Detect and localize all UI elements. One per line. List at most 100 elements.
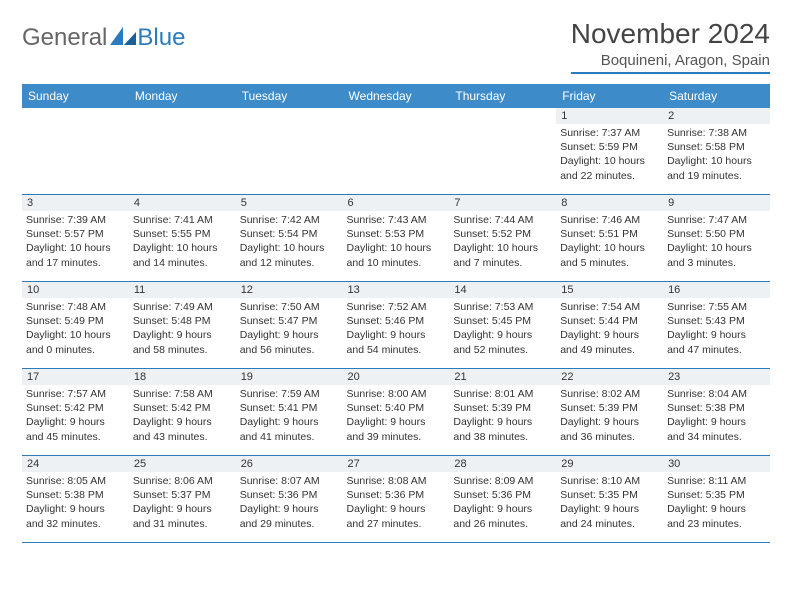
calendar-cell: 18Sunrise: 7:58 AMSunset: 5:42 PMDayligh… bbox=[129, 369, 236, 456]
calendar-cell: 12Sunrise: 7:50 AMSunset: 5:47 PMDayligh… bbox=[236, 282, 343, 369]
day-number: 15 bbox=[556, 282, 663, 298]
weekday-header: Sunday bbox=[22, 84, 129, 108]
weekday-header: Tuesday bbox=[236, 84, 343, 108]
calendar-cell: 1Sunrise: 7:37 AMSunset: 5:59 PMDaylight… bbox=[556, 108, 663, 195]
day-number: 17 bbox=[22, 369, 129, 385]
day-number: 8 bbox=[556, 195, 663, 211]
day-details: Sunrise: 7:52 AMSunset: 5:46 PMDaylight:… bbox=[343, 298, 450, 361]
calendar-cell bbox=[22, 108, 129, 195]
day-details: Sunrise: 8:01 AMSunset: 5:39 PMDaylight:… bbox=[449, 385, 556, 448]
calendar-cell: 11Sunrise: 7:49 AMSunset: 5:48 PMDayligh… bbox=[129, 282, 236, 369]
calendar-cell bbox=[343, 108, 450, 195]
calendar-cell: 10Sunrise: 7:48 AMSunset: 5:49 PMDayligh… bbox=[22, 282, 129, 369]
day-details: Sunrise: 8:00 AMSunset: 5:40 PMDaylight:… bbox=[343, 385, 450, 448]
day-number: 21 bbox=[449, 369, 556, 385]
day-details: Sunrise: 7:37 AMSunset: 5:59 PMDaylight:… bbox=[556, 124, 663, 187]
calendar-cell: 19Sunrise: 7:59 AMSunset: 5:41 PMDayligh… bbox=[236, 369, 343, 456]
calendar-cell: 27Sunrise: 8:08 AMSunset: 5:36 PMDayligh… bbox=[343, 456, 450, 543]
day-details: Sunrise: 8:02 AMSunset: 5:39 PMDaylight:… bbox=[556, 385, 663, 448]
calendar-row: 17Sunrise: 7:57 AMSunset: 5:42 PMDayligh… bbox=[22, 369, 770, 456]
day-number: 5 bbox=[236, 195, 343, 211]
calendar-cell: 21Sunrise: 8:01 AMSunset: 5:39 PMDayligh… bbox=[449, 369, 556, 456]
calendar-cell: 4Sunrise: 7:41 AMSunset: 5:55 PMDaylight… bbox=[129, 195, 236, 282]
day-number: 23 bbox=[663, 369, 770, 385]
day-details: Sunrise: 7:58 AMSunset: 5:42 PMDaylight:… bbox=[129, 385, 236, 448]
calendar-cell: 13Sunrise: 7:52 AMSunset: 5:46 PMDayligh… bbox=[343, 282, 450, 369]
title-block: November 2024 Boquineni, Aragon, Spain bbox=[571, 18, 770, 74]
day-number: 26 bbox=[236, 456, 343, 472]
calendar-cell: 20Sunrise: 8:00 AMSunset: 5:40 PMDayligh… bbox=[343, 369, 450, 456]
sail-icon bbox=[110, 27, 136, 45]
day-details: Sunrise: 7:49 AMSunset: 5:48 PMDaylight:… bbox=[129, 298, 236, 361]
weekday-header: Friday bbox=[556, 84, 663, 108]
calendar-cell: 16Sunrise: 7:55 AMSunset: 5:43 PMDayligh… bbox=[663, 282, 770, 369]
calendar-cell: 23Sunrise: 8:04 AMSunset: 5:38 PMDayligh… bbox=[663, 369, 770, 456]
day-details: Sunrise: 7:43 AMSunset: 5:53 PMDaylight:… bbox=[343, 211, 450, 274]
day-details: Sunrise: 7:41 AMSunset: 5:55 PMDaylight:… bbox=[129, 211, 236, 274]
day-number: 12 bbox=[236, 282, 343, 298]
weekday-header: Monday bbox=[129, 84, 236, 108]
day-details: Sunrise: 7:44 AMSunset: 5:52 PMDaylight:… bbox=[449, 211, 556, 274]
day-details: Sunrise: 7:46 AMSunset: 5:51 PMDaylight:… bbox=[556, 211, 663, 274]
calendar-cell: 17Sunrise: 7:57 AMSunset: 5:42 PMDayligh… bbox=[22, 369, 129, 456]
calendar-cell: 29Sunrise: 8:10 AMSunset: 5:35 PMDayligh… bbox=[556, 456, 663, 543]
calendar-cell bbox=[449, 108, 556, 195]
day-number: 2 bbox=[663, 108, 770, 124]
calendar-cell: 6Sunrise: 7:43 AMSunset: 5:53 PMDaylight… bbox=[343, 195, 450, 282]
calendar-cell: 14Sunrise: 7:53 AMSunset: 5:45 PMDayligh… bbox=[449, 282, 556, 369]
day-number: 16 bbox=[663, 282, 770, 298]
day-number: 11 bbox=[129, 282, 236, 298]
calendar-cell: 28Sunrise: 8:09 AMSunset: 5:36 PMDayligh… bbox=[449, 456, 556, 543]
day-number: 19 bbox=[236, 369, 343, 385]
calendar-cell: 30Sunrise: 8:11 AMSunset: 5:35 PMDayligh… bbox=[663, 456, 770, 543]
calendar-cell bbox=[129, 108, 236, 195]
day-number: 3 bbox=[22, 195, 129, 211]
day-details: Sunrise: 7:59 AMSunset: 5:41 PMDaylight:… bbox=[236, 385, 343, 448]
day-number: 20 bbox=[343, 369, 450, 385]
brand-part1: General bbox=[22, 24, 107, 52]
day-details: Sunrise: 8:11 AMSunset: 5:35 PMDaylight:… bbox=[663, 472, 770, 535]
weekday-header: Wednesday bbox=[343, 84, 450, 108]
calendar-cell: 26Sunrise: 8:07 AMSunset: 5:36 PMDayligh… bbox=[236, 456, 343, 543]
day-number: 27 bbox=[343, 456, 450, 472]
calendar-cell: 24Sunrise: 8:05 AMSunset: 5:38 PMDayligh… bbox=[22, 456, 129, 543]
day-details: Sunrise: 7:50 AMSunset: 5:47 PMDaylight:… bbox=[236, 298, 343, 361]
day-details: Sunrise: 8:09 AMSunset: 5:36 PMDaylight:… bbox=[449, 472, 556, 535]
calendar-row: 1Sunrise: 7:37 AMSunset: 5:59 PMDaylight… bbox=[22, 108, 770, 195]
day-details: Sunrise: 7:42 AMSunset: 5:54 PMDaylight:… bbox=[236, 211, 343, 274]
day-number: 1 bbox=[556, 108, 663, 124]
location-text: Boquineni, Aragon, Spain bbox=[571, 52, 770, 74]
weekday-header: Thursday bbox=[449, 84, 556, 108]
day-number: 14 bbox=[449, 282, 556, 298]
brand-part2: Blue bbox=[137, 24, 185, 52]
day-details: Sunrise: 7:55 AMSunset: 5:43 PMDaylight:… bbox=[663, 298, 770, 361]
day-details: Sunrise: 8:07 AMSunset: 5:36 PMDaylight:… bbox=[236, 472, 343, 535]
calendar-table: SundayMondayTuesdayWednesdayThursdayFrid… bbox=[22, 84, 770, 543]
calendar-cell: 5Sunrise: 7:42 AMSunset: 5:54 PMDaylight… bbox=[236, 195, 343, 282]
calendar-row: 10Sunrise: 7:48 AMSunset: 5:49 PMDayligh… bbox=[22, 282, 770, 369]
day-details: Sunrise: 7:39 AMSunset: 5:57 PMDaylight:… bbox=[22, 211, 129, 274]
brand-logo: General Blue bbox=[22, 24, 185, 52]
day-number: 18 bbox=[129, 369, 236, 385]
day-details: Sunrise: 8:10 AMSunset: 5:35 PMDaylight:… bbox=[556, 472, 663, 535]
day-details: Sunrise: 7:54 AMSunset: 5:44 PMDaylight:… bbox=[556, 298, 663, 361]
day-number: 9 bbox=[663, 195, 770, 211]
calendar-cell: 7Sunrise: 7:44 AMSunset: 5:52 PMDaylight… bbox=[449, 195, 556, 282]
day-number: 4 bbox=[129, 195, 236, 211]
day-details: Sunrise: 8:06 AMSunset: 5:37 PMDaylight:… bbox=[129, 472, 236, 535]
calendar-cell: 22Sunrise: 8:02 AMSunset: 5:39 PMDayligh… bbox=[556, 369, 663, 456]
day-number: 6 bbox=[343, 195, 450, 211]
day-number: 25 bbox=[129, 456, 236, 472]
calendar-body: 1Sunrise: 7:37 AMSunset: 5:59 PMDaylight… bbox=[22, 108, 770, 543]
header: General Blue November 2024 Boquineni, Ar… bbox=[22, 18, 770, 74]
calendar-row: 3Sunrise: 7:39 AMSunset: 5:57 PMDaylight… bbox=[22, 195, 770, 282]
day-number: 7 bbox=[449, 195, 556, 211]
day-number: 29 bbox=[556, 456, 663, 472]
day-number: 28 bbox=[449, 456, 556, 472]
calendar-cell: 8Sunrise: 7:46 AMSunset: 5:51 PMDaylight… bbox=[556, 195, 663, 282]
calendar-cell: 25Sunrise: 8:06 AMSunset: 5:37 PMDayligh… bbox=[129, 456, 236, 543]
day-details: Sunrise: 8:05 AMSunset: 5:38 PMDaylight:… bbox=[22, 472, 129, 535]
day-details: Sunrise: 7:38 AMSunset: 5:58 PMDaylight:… bbox=[663, 124, 770, 187]
day-number: 13 bbox=[343, 282, 450, 298]
day-details: Sunrise: 8:04 AMSunset: 5:38 PMDaylight:… bbox=[663, 385, 770, 448]
